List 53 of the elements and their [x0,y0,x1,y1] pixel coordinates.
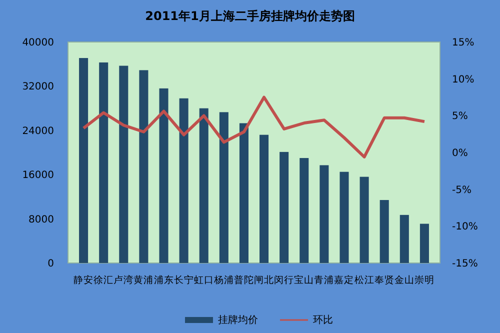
bar [360,176,369,263]
x-tick-label: 崇明 [414,274,434,286]
bar [420,224,429,263]
x-tick-label: 浦东 [154,274,174,286]
bar [400,214,409,263]
y2-tick-label: -5% [452,184,472,196]
bar [300,158,309,263]
chart-title: 2011年1月上海二手房挂牌均价走势图 [145,9,355,23]
bar [320,165,329,263]
y-tick-label: 0 [48,258,54,270]
x-tick-label: 宝山 [294,274,314,286]
x-tick-label: 青浦 [314,274,334,286]
bar [99,62,108,263]
bar [239,123,248,263]
line-series [82,96,426,158]
x-tick-label: 静安 [74,274,94,286]
x-tick-label: 闸北 [254,274,274,286]
y2-tick-label: -15% [452,258,478,270]
legend-label: 环比 [313,314,333,326]
y2-tick-label: 15% [452,38,474,48]
x-tick-label: 松江 [354,274,374,286]
bar [340,172,349,263]
bar [280,152,289,263]
x-tick-label: 普陀 [234,274,254,286]
x-tick-label: 徐汇 [94,274,114,286]
y-tick-label: 32000 [22,82,54,93]
bar [79,58,88,263]
legend-label: 挂牌均价 [218,314,258,326]
x-tick-label: 闵行 [274,274,294,286]
bar [260,134,269,263]
x-tick-label: 奉贤 [374,274,394,286]
x-tick-label: 嘉定 [334,274,354,286]
bar [139,70,148,263]
bar [119,66,128,263]
bar [199,108,208,263]
y-tick-label: 16000 [22,170,54,182]
bar [179,98,188,263]
y2-tick-label: 0% [452,148,468,159]
x-tick-label: 黄浦 [134,274,154,286]
y-tick-label: 8000 [28,214,54,226]
x-tick-label: 卢湾 [114,274,134,286]
y-tick-label: 40000 [22,38,54,48]
x-tick-label: 杨浦 [212,274,234,286]
y-tick-label: 24000 [22,126,54,137]
bar [159,88,168,263]
x-tick-label: 金山 [394,274,414,286]
y2-tick-label: 5% [452,111,468,122]
y2-tick-label: 10% [452,74,474,86]
bar [219,112,228,263]
x-tick-label: 虹口 [194,274,214,286]
x-tick-label: 长宁 [174,274,194,286]
bar [380,200,389,263]
y2-tick-label: -10% [452,222,478,233]
